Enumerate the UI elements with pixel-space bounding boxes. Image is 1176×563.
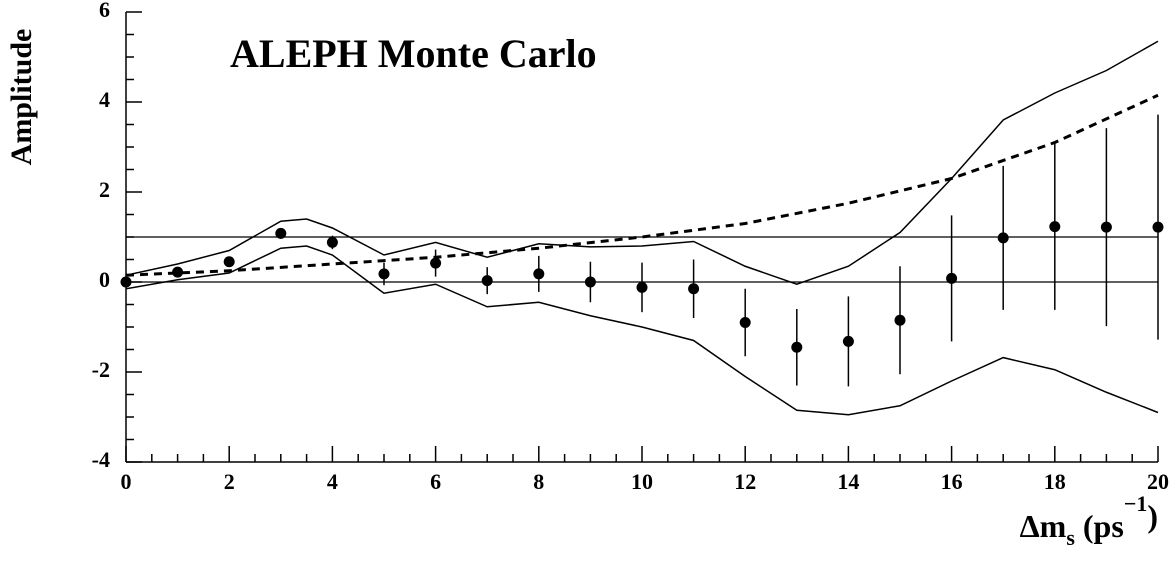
y-tick-label: 2 (99, 177, 110, 202)
data-point (1100, 221, 1112, 233)
x-axis-label-part: ) (1147, 498, 1158, 534)
data-point (739, 317, 751, 328)
x-tick-label: 8 (533, 469, 544, 494)
data-point (842, 335, 854, 347)
data-point (430, 257, 442, 269)
data-point (326, 236, 338, 248)
x-tick-label: 2 (224, 469, 235, 494)
x-axis-label-part: s (1066, 525, 1075, 550)
y-tick-label: 4 (99, 87, 110, 112)
x-tick-label: 12 (734, 469, 756, 494)
x-axis-label: Δms (ps−1) (1020, 491, 1158, 550)
x-axis-label-part: Δm (1020, 508, 1067, 544)
data-point (533, 268, 545, 280)
data-point (584, 276, 596, 288)
y-tick-label: -4 (92, 447, 110, 472)
data-point (172, 266, 184, 278)
curve (125, 93, 1159, 277)
data-point (1049, 221, 1061, 233)
y-tick-label: 6 (99, 0, 110, 22)
data-point (636, 281, 648, 293)
x-tick-label: 10 (631, 469, 653, 494)
data-point (946, 272, 958, 284)
data-point (894, 314, 906, 326)
y-axis-label: Amplitude (5, 29, 38, 166)
x-tick-label: 14 (837, 469, 859, 494)
x-axis-label-part: (ps (1075, 508, 1124, 544)
x-tick-label: 0 (121, 469, 132, 494)
data-point (378, 268, 390, 280)
x-tick-label: 18 (1044, 469, 1066, 494)
data-point (120, 276, 132, 288)
y-tick-label: 0 (99, 267, 110, 292)
data-point (1152, 221, 1164, 233)
curve (125, 245, 1159, 416)
data-point (688, 283, 700, 295)
chart-title: ALEPH Monte Carlo (230, 31, 597, 76)
x-tick-label: 16 (941, 469, 963, 494)
data-point (997, 232, 1009, 244)
x-axis-label-part: −1 (1124, 491, 1148, 516)
data-point (791, 341, 803, 353)
data-point (275, 227, 287, 239)
x-tick-label: 20 (1147, 469, 1169, 494)
x-tick-label: 6 (430, 469, 441, 494)
x-tick-label: 4 (327, 469, 338, 494)
curve (125, 40, 1159, 286)
y-tick-label: -2 (92, 357, 110, 382)
data-point (481, 275, 493, 287)
data-point (223, 256, 235, 268)
